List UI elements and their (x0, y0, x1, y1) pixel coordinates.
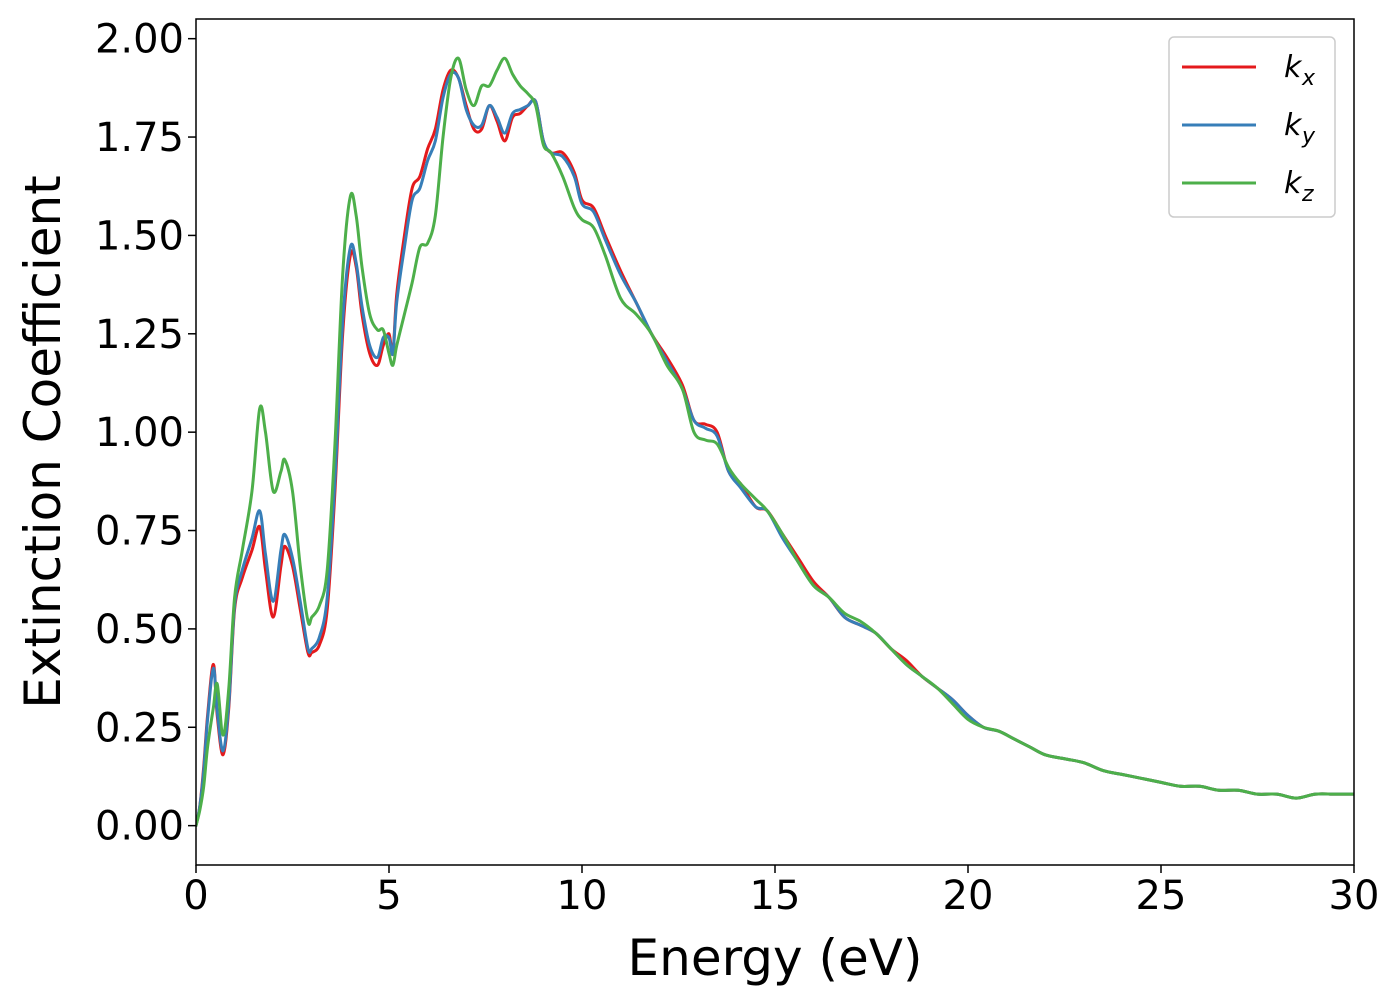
y-tick-label: 1.75 (95, 115, 184, 161)
y-tick-label: 1.00 (95, 410, 184, 456)
x-tick-label: 20 (943, 873, 994, 919)
legend-label: k (1284, 108, 1303, 143)
legend-label-subscript: y (1301, 124, 1316, 149)
y-axis-label: Extinction Coefficient (14, 175, 72, 709)
x-tick-label: 30 (1329, 873, 1380, 919)
series-layer (196, 56, 1354, 828)
legend-label-subscript: x (1301, 66, 1316, 91)
y-tick-label: 2.00 (95, 17, 184, 63)
legend-box (1168, 36, 1336, 218)
x-axis: 0 5 10 15 20 25 30 (183, 865, 1379, 919)
y-tick-label: 0.00 (95, 804, 184, 850)
x-tick-label: 25 (1136, 873, 1187, 919)
y-tick-label: 1.25 (95, 312, 184, 358)
x-tick-label: 10 (557, 873, 608, 919)
x-tick-label: 0 (183, 873, 208, 919)
y-axis: 0.00 0.25 0.50 0.75 1.00 1.25 1.50 1.75 2.00 (95, 17, 196, 850)
legend-label-subscript: z (1301, 182, 1314, 207)
series-line-z (196, 56, 1354, 828)
x-tick-label: 5 (376, 873, 401, 919)
y-tick-label: 1.50 (95, 213, 184, 259)
y-tick-label: 0.50 (95, 607, 184, 653)
x-axis-label: Energy (eV) (628, 929, 923, 987)
y-tick-label: 0.25 (95, 705, 184, 751)
legend: k xk yk z (1168, 36, 1336, 218)
legend-label: k (1284, 166, 1303, 201)
x-tick-label: 15 (750, 873, 801, 919)
y-tick-label: 0.75 (95, 509, 184, 555)
legend-label: k (1284, 50, 1303, 85)
